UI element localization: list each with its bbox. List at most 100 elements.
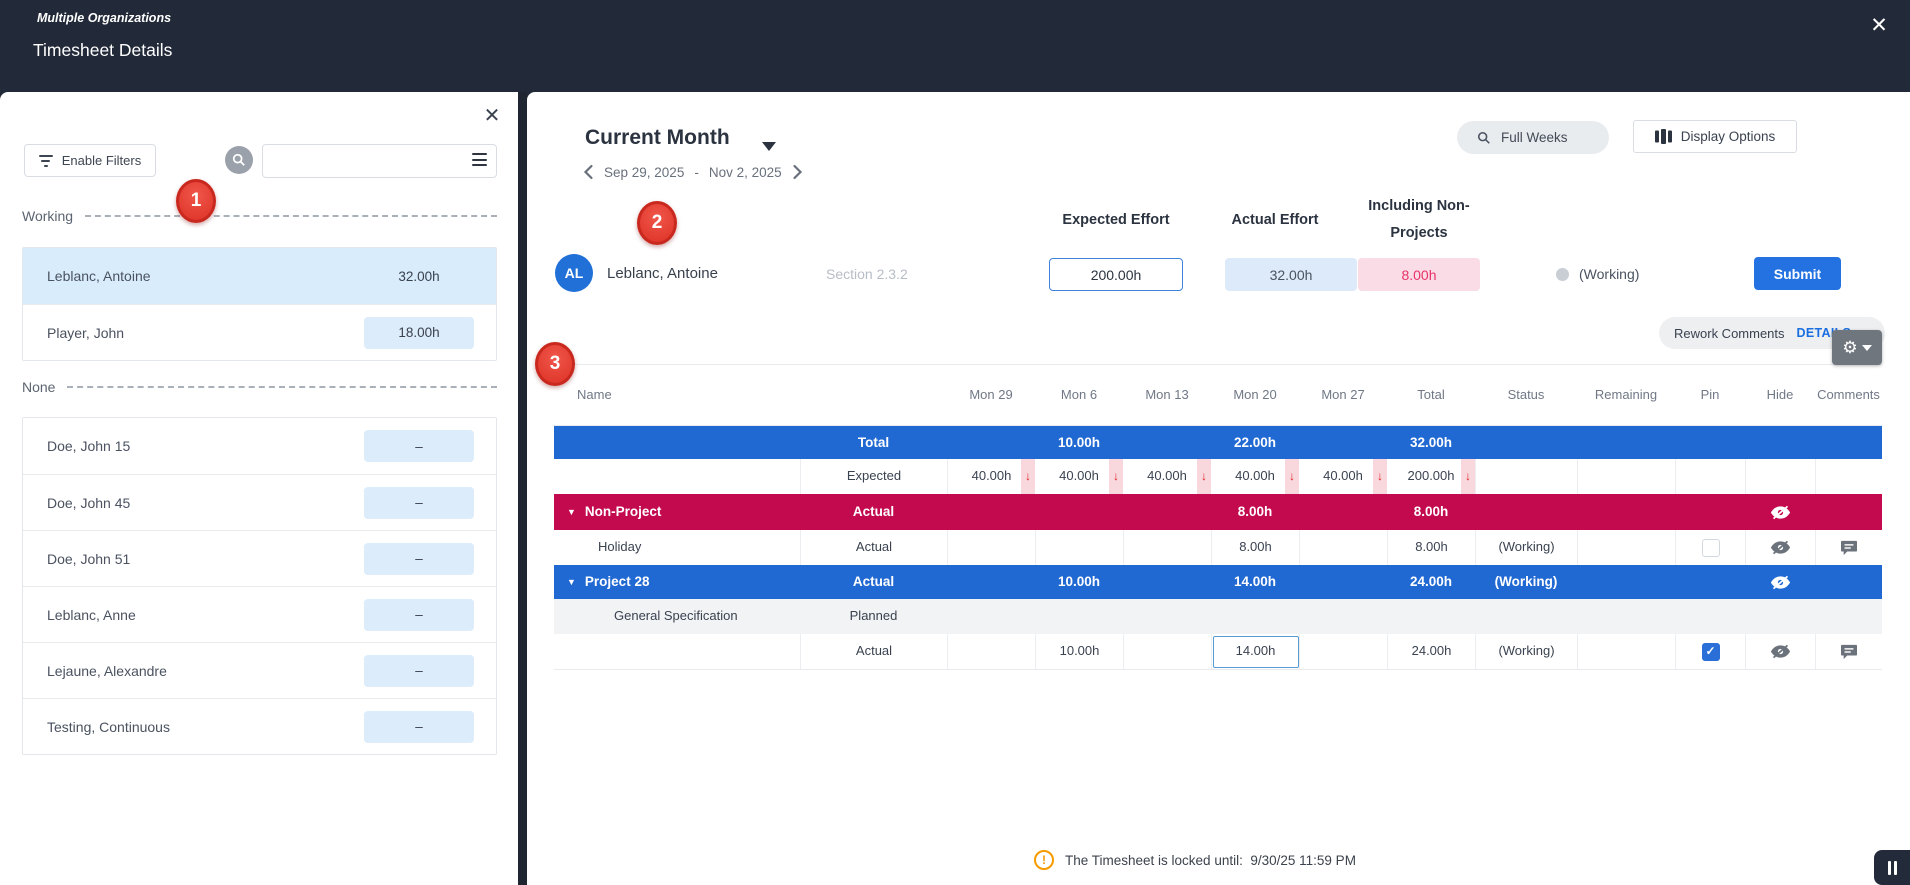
person-name: Lejaune, Alexandre — [47, 662, 167, 679]
search-menu-icon[interactable] — [472, 153, 487, 166]
person-name: Leblanc, Antoine — [47, 268, 151, 284]
holiday-mon20[interactable]: 8.00h — [1211, 530, 1299, 565]
actual-effort-header: Actual Effort — [1231, 212, 1319, 228]
col-header-name: Name — [577, 386, 612, 402]
collapse-caret-icon[interactable]: ▼ — [567, 576, 576, 587]
period-caret-down-icon[interactable] — [762, 142, 776, 151]
deficit-arrow-icon: ↓ — [1197, 459, 1211, 494]
col-header-hide: Hide — [1766, 386, 1794, 402]
person-hours: – — [364, 430, 474, 462]
person-name: Testing, Continuous — [47, 718, 170, 735]
list-item-person[interactable]: Leblanc, Antoine 32.00h — [23, 248, 496, 304]
col-header-mon13: Mon 13 — [1145, 386, 1189, 402]
person-hours: 32.00h — [398, 268, 440, 284]
pin-checkbox[interactable] — [1701, 538, 1720, 557]
expected-effort-header: Expected Effort — [1062, 212, 1170, 228]
date-range-end: Nov 2, 2025 — [708, 164, 782, 180]
sidebar-search-input[interactable] — [271, 147, 461, 175]
working-list: Leblanc, Antoine 32.00h Player, John 18.… — [22, 247, 497, 361]
list-item-person[interactable]: Player, John 18.00h — [23, 304, 496, 360]
list-item-person[interactable]: Doe, John 51 – — [23, 530, 496, 586]
list-item-person[interactable]: Testing, Continuous – — [23, 698, 496, 754]
avatar: AL — [555, 254, 593, 292]
row-label: Actual — [800, 634, 947, 669]
list-item-person[interactable]: Doe, John 45 – — [23, 474, 496, 530]
date-range-nav: Sep 29, 2025 - Nov 2, 2025 — [583, 162, 803, 182]
annotation-badge-1: 1 — [176, 179, 216, 223]
annotation-badge-3: 3 — [535, 342, 575, 386]
including-non-projects-value: 8.00h — [1358, 258, 1480, 291]
org-subtitle: Multiple Organizations — [37, 11, 172, 25]
submit-button[interactable]: Submit — [1754, 257, 1841, 290]
hide-icon[interactable] — [1770, 575, 1791, 590]
rework-comments-label[interactable]: Rework Comments — [1674, 325, 1785, 341]
group-divider — [67, 386, 497, 388]
non-project-group-row[interactable]: ▼ Non-Project Actual 8.00h 8.00h — [554, 494, 1882, 530]
expected-mon6: 40.00h — [1059, 468, 1099, 484]
project-status: (Working) — [1494, 574, 1558, 590]
task-name: Holiday — [598, 539, 642, 555]
sidebar-close-icon[interactable]: ✕ — [483, 104, 501, 127]
col-header-spacer — [800, 365, 947, 425]
window-close-icon[interactable]: ✕ — [1870, 13, 1888, 37]
person-hours: 18.00h — [364, 316, 474, 349]
hide-icon[interactable] — [1770, 505, 1791, 520]
non-project-mon20: 8.00h — [1237, 504, 1273, 520]
sidebar-search-box — [262, 144, 497, 178]
comment-icon[interactable] — [1840, 540, 1858, 556]
deficit-arrow-icon: ↓ — [1285, 459, 1299, 494]
col-header-status: Status — [1507, 386, 1545, 402]
next-period-icon[interactable] — [792, 164, 803, 180]
person-name: Player, John — [47, 324, 125, 341]
list-item-person[interactable]: Leblanc, Anne – — [23, 586, 496, 642]
person-status: (Working) — [1579, 266, 1640, 282]
project-group-row[interactable]: ▼ Project 28 Actual 10.00h 14.00h 24.00h… — [554, 565, 1882, 599]
group-name: Project 28 — [584, 574, 650, 590]
row-label: Actual — [852, 504, 895, 520]
holiday-status: (Working) — [1475, 530, 1577, 565]
date-range-separator: - — [694, 164, 699, 180]
panel-divider — [518, 92, 527, 885]
non-project-total: 8.00h — [1413, 504, 1449, 520]
person-hours: – — [364, 710, 474, 743]
list-item-person[interactable]: Lejaune, Alexandre – — [23, 642, 496, 698]
hide-icon[interactable] — [1770, 540, 1791, 555]
group-label: None — [22, 379, 56, 395]
person-name: Leblanc, Anne — [47, 606, 136, 623]
actual-entry-row: Actual 10.00h 14.00h 24.00h (Working) ✓ — [554, 634, 1882, 670]
display-options-button[interactable]: Display Options — [1633, 120, 1797, 153]
expected-total: 200.00h — [1407, 468, 1455, 484]
expected-mon29: 40.00h — [971, 468, 1012, 484]
total-mon6: 10.00h — [1057, 434, 1101, 450]
deficit-arrow-icon: ↓ — [1373, 459, 1387, 494]
task-name: General Specification — [614, 608, 738, 624]
expected-mon20: 40.00h — [1235, 468, 1275, 484]
actual-mon6[interactable]: 10.00h — [1035, 634, 1123, 669]
pin-checkbox[interactable]: ✓ — [1701, 642, 1720, 661]
project-mon6: 10.00h — [1057, 574, 1101, 590]
full-weeks-selector[interactable]: Full Weeks — [1457, 121, 1609, 154]
panel-toggle-button[interactable] — [1874, 850, 1910, 885]
person-hours: – — [364, 654, 474, 687]
page-title: Timesheet Details — [33, 40, 173, 60]
search-icon[interactable] — [225, 146, 253, 174]
hide-icon[interactable] — [1770, 644, 1791, 659]
list-item-person[interactable]: Doe, John 15 – — [23, 418, 496, 474]
filter-icon — [38, 154, 53, 167]
actual-mon20-input[interactable]: 14.00h — [1212, 635, 1299, 668]
enable-filters-button[interactable]: Enable Filters — [24, 144, 156, 177]
total-total: 32.00h — [1409, 434, 1453, 450]
including-non-projects-header-line2: Projects — [1390, 225, 1448, 241]
period-selector[interactable]: Current Month — [585, 126, 730, 149]
expected-effort-input[interactable]: 200.00h — [1049, 258, 1183, 291]
deficit-arrow-icon: ↓ — [1021, 459, 1035, 494]
col-header-total: Total — [1417, 386, 1445, 402]
col-header-mon27: Mon 27 — [1321, 386, 1365, 402]
collapse-caret-icon[interactable]: ▼ — [567, 506, 576, 517]
comment-icon[interactable] — [1840, 644, 1858, 660]
prev-period-icon[interactable] — [583, 164, 594, 180]
row-label: Planned — [849, 608, 898, 624]
col-header-comments: Comments — [1817, 386, 1880, 402]
none-list: Doe, John 15 – Doe, John 45 – Doe, John … — [22, 417, 497, 755]
table-settings-button[interactable]: ⚙ — [1832, 330, 1882, 365]
